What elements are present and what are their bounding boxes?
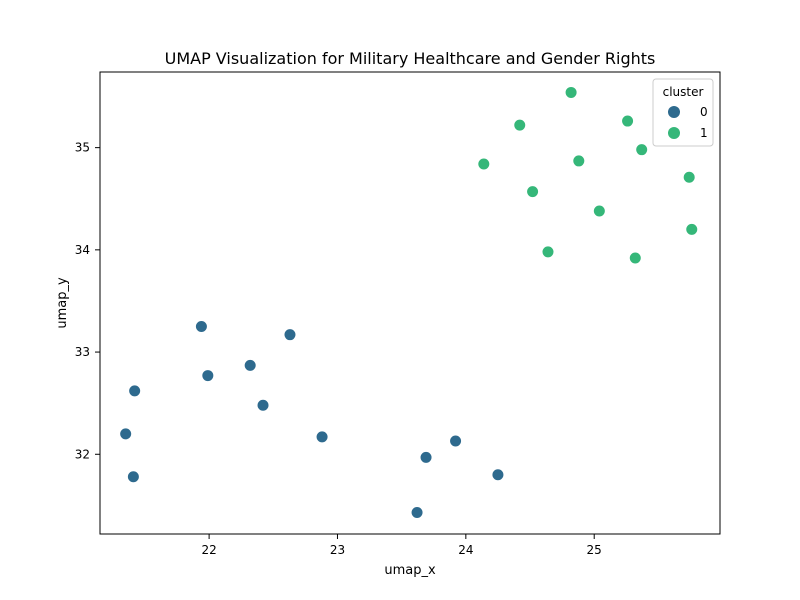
cluster-0-point-11: [449, 434, 463, 448]
cluster-0-point-3: [194, 320, 208, 334]
x-tick-label-0: 22: [201, 543, 216, 557]
x-axis-label: umap_x: [384, 563, 436, 578]
y-tick-label-2: 34: [75, 243, 90, 257]
y-tick-label-3: 35: [75, 141, 90, 155]
y-axis-label: umap_y: [55, 277, 70, 329]
cluster-1-point-9: [635, 143, 649, 157]
chart-title: UMAP Visualization for Military Healthca…: [165, 49, 656, 68]
cluster-0-point-6: [256, 398, 270, 412]
legend-label-1: 1: [700, 126, 708, 140]
cluster-1-point-6: [592, 204, 606, 218]
cluster-1-point-7: [621, 114, 635, 128]
legend-title: cluster: [663, 85, 704, 99]
y-axis-ticks: 32 33 34 35: [75, 141, 100, 461]
cluster-0-point-2: [126, 470, 140, 484]
cluster-1-point-0: [477, 157, 491, 171]
legend: cluster 0 1: [652, 78, 714, 147]
legend-marker-0: [668, 106, 680, 118]
cluster-0-point-1: [119, 427, 133, 441]
y-tick-label-0: 32: [75, 447, 90, 461]
cluster-0-point-4: [201, 369, 215, 383]
y-tick-label-1: 33: [75, 345, 90, 359]
cluster-1-point-11: [685, 222, 699, 236]
cluster-0-point-9: [410, 506, 424, 520]
x-tick-label-2: 24: [458, 543, 473, 557]
cluster-0-point-8: [315, 430, 329, 444]
cluster-1-point-3: [541, 245, 555, 259]
cluster-0-point-10: [419, 450, 433, 464]
cluster-1-point-2: [526, 185, 540, 199]
cluster-1-point-4: [564, 85, 578, 99]
cluster-1-point-10: [682, 170, 696, 184]
cluster-0-point-0: [128, 384, 142, 398]
legend-label-0: 0: [700, 105, 708, 119]
data-points: [119, 85, 699, 520]
cluster-0-point-7: [283, 328, 297, 342]
plot-area: [99, 71, 721, 535]
legend-box: [652, 78, 714, 147]
cluster-1-point-5: [572, 154, 586, 168]
plot-frame: [99, 71, 721, 535]
x-tick-label-3: 25: [587, 543, 602, 557]
cluster-0-point-12: [491, 468, 505, 482]
cluster-1-point-8: [628, 251, 642, 265]
legend-marker-1: [668, 127, 680, 139]
x-tick-label-1: 23: [330, 543, 345, 557]
cluster-0-point-5: [243, 358, 257, 372]
cluster-1-point-1: [513, 118, 527, 132]
x-axis-ticks: 22 23 24 25: [201, 534, 602, 557]
